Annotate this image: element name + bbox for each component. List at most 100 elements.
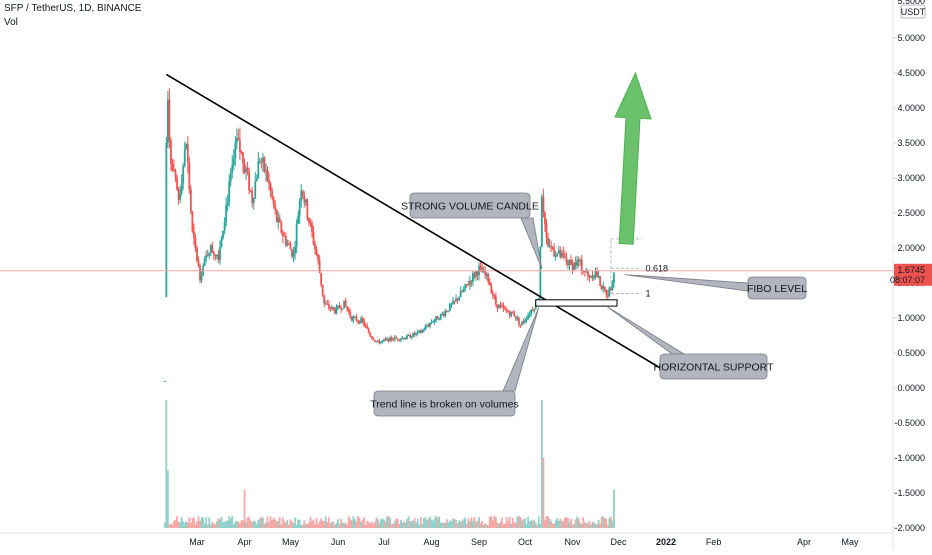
- volume-bar: [444, 522, 447, 528]
- candle-body: [297, 215, 300, 224]
- candle-body: [180, 183, 183, 194]
- candle-body: [490, 285, 493, 293]
- volume-bar: [171, 524, 174, 528]
- volume-bar: [174, 520, 177, 528]
- volume-bar: [416, 518, 419, 528]
- candle-body: [321, 284, 324, 295]
- candle-body: [355, 316, 358, 321]
- volume-bar: [366, 520, 369, 528]
- candle-body: [393, 337, 396, 340]
- candle-body: [450, 304, 453, 306]
- volume-bar: [214, 524, 217, 528]
- candle-body: [332, 307, 335, 310]
- candle-body: [387, 338, 390, 342]
- candle-body: [174, 170, 177, 178]
- candle-body: [226, 202, 229, 206]
- volume-bar: [277, 520, 280, 528]
- candle-body: [576, 260, 579, 266]
- volume-bar: [369, 523, 372, 528]
- candle-body: [249, 190, 252, 192]
- volume-bar: [326, 522, 329, 528]
- volume-bar: [185, 521, 188, 528]
- candle-body: [432, 321, 434, 323]
- volume-bar: [376, 519, 379, 528]
- candle-body: [329, 307, 332, 309]
- candle-body: [369, 332, 372, 337]
- candle-body: [320, 272, 323, 285]
- candle-body: [324, 303, 327, 305]
- volume-bar: [307, 522, 310, 528]
- volume-bar: [436, 517, 439, 528]
- candle-body: [504, 308, 507, 310]
- volume-bar: [347, 516, 350, 528]
- candle-body: [429, 322, 431, 327]
- volume-bar: [223, 521, 226, 528]
- volume-bar: [258, 518, 261, 528]
- volume-bar: [401, 522, 404, 528]
- price-axis-tick-label: 3.0000: [897, 173, 925, 183]
- volume-bar: [404, 522, 407, 528]
- volume-bar: [562, 520, 565, 528]
- volume-bar: [306, 523, 309, 528]
- candle-body: [557, 250, 560, 254]
- candle-body: [611, 283, 614, 291]
- volume-bar: [353, 518, 356, 528]
- volume-bar: [263, 523, 266, 528]
- volume-bar: [452, 518, 454, 528]
- volume-bar: [393, 520, 396, 528]
- candle-body: [438, 319, 441, 321]
- candle-body: [459, 290, 462, 298]
- candle-body: [380, 341, 382, 344]
- candle-body: [265, 169, 267, 172]
- volume-bar: [468, 521, 471, 528]
- volume-bar: [199, 521, 201, 528]
- candle-body: [285, 236, 287, 246]
- candle-body: [511, 311, 514, 314]
- volume-bar: [576, 516, 579, 528]
- volume-bar: [332, 521, 335, 528]
- volume-bar: [271, 519, 274, 528]
- candle-body: [568, 259, 571, 266]
- callout-text: FIBO LEVEL: [747, 283, 807, 295]
- volume-bar: [473, 517, 476, 528]
- volume-bar: [571, 524, 574, 528]
- candle-body: [403, 337, 405, 340]
- candle-body: [326, 303, 329, 305]
- candle-body: [229, 172, 232, 182]
- volume-bar: [225, 521, 228, 528]
- candle-body: [303, 195, 306, 203]
- candle-body: [248, 171, 251, 191]
- volume-bar: [403, 521, 405, 528]
- volume-bar: [544, 519, 546, 528]
- volume-bar: [597, 519, 600, 528]
- time-axis-label: Oct: [518, 537, 533, 547]
- candle-body: [488, 281, 491, 286]
- candle-body: [280, 222, 283, 233]
- symbol-title[interactable]: SFP / TetherUS, 1D, BINANCE: [4, 3, 142, 14]
- volume-bar: [265, 522, 267, 528]
- candle-body: [312, 231, 315, 244]
- volume-bar: [278, 517, 281, 528]
- candle-body: [352, 317, 355, 321]
- candle-body: [343, 300, 346, 309]
- candle-body: [395, 337, 398, 339]
- volume-bar: [531, 520, 534, 528]
- volume-bar: [245, 522, 247, 528]
- candle-body: [597, 276, 600, 278]
- volume-bar: [413, 517, 416, 528]
- candle-body: [409, 334, 411, 338]
- candle-body: [570, 259, 572, 265]
- candle-body: [228, 181, 231, 203]
- candle-body: [263, 157, 266, 172]
- volume-bar: [409, 521, 411, 528]
- volume-bar: [442, 522, 445, 528]
- currency-badge-label: USDT: [901, 7, 926, 17]
- candle-body: [560, 252, 563, 258]
- volume-indicator-label[interactable]: Vol: [4, 17, 18, 28]
- candle-body: [240, 152, 243, 154]
- candle-body: [602, 286, 605, 290]
- volume-bar: [593, 522, 595, 528]
- volume-bar: [367, 521, 370, 528]
